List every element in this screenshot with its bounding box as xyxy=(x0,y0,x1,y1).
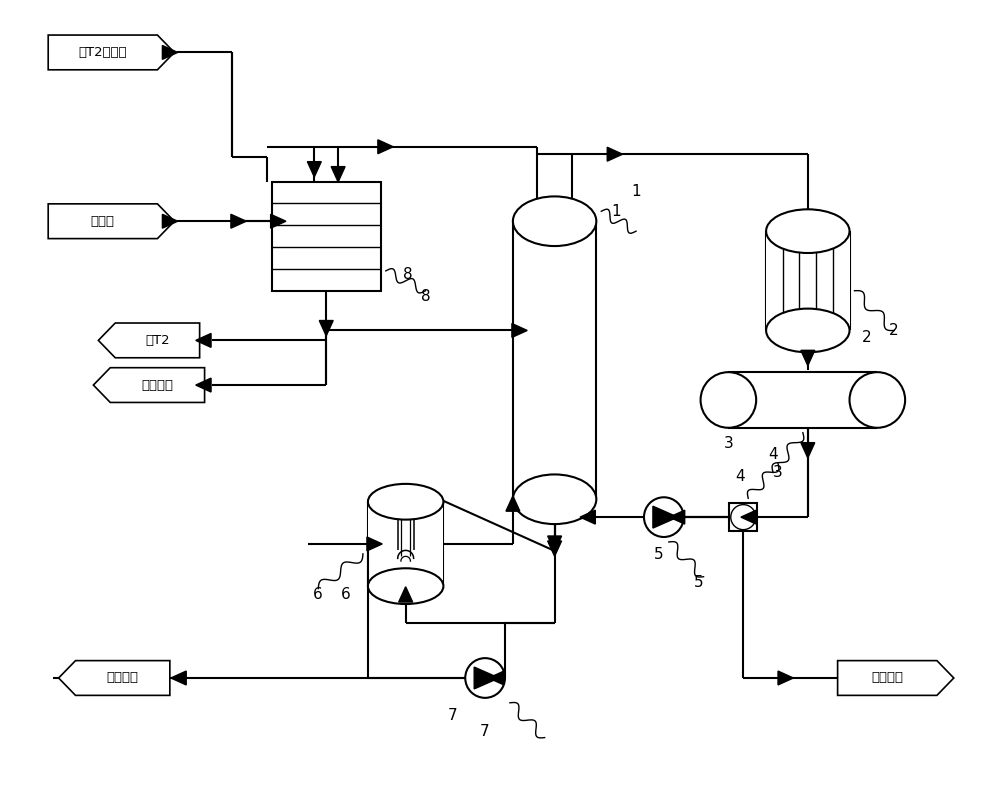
Ellipse shape xyxy=(766,309,850,352)
Polygon shape xyxy=(548,541,562,556)
Text: 去产品罐: 去产品罐 xyxy=(107,672,139,684)
Polygon shape xyxy=(607,147,623,161)
Text: 2: 2 xyxy=(861,330,871,345)
Polygon shape xyxy=(59,660,170,695)
Polygon shape xyxy=(196,333,211,348)
Ellipse shape xyxy=(368,483,443,520)
Polygon shape xyxy=(801,442,815,458)
Polygon shape xyxy=(489,671,504,685)
Ellipse shape xyxy=(368,568,443,604)
Text: 冷进料: 冷进料 xyxy=(91,215,115,228)
Polygon shape xyxy=(506,496,520,511)
Polygon shape xyxy=(741,510,756,524)
Circle shape xyxy=(465,658,505,698)
Polygon shape xyxy=(162,46,178,59)
Polygon shape xyxy=(778,671,793,685)
Polygon shape xyxy=(838,660,954,695)
Circle shape xyxy=(644,497,684,537)
Polygon shape xyxy=(171,671,186,685)
Text: 1: 1 xyxy=(611,204,621,219)
Polygon shape xyxy=(653,506,678,528)
Text: 5: 5 xyxy=(654,547,664,562)
Polygon shape xyxy=(98,323,200,358)
Text: 6: 6 xyxy=(313,586,323,601)
Text: 7: 7 xyxy=(447,708,457,723)
Bar xyxy=(368,502,443,586)
Ellipse shape xyxy=(850,372,905,427)
Bar xyxy=(272,182,381,291)
Text: 6: 6 xyxy=(341,586,351,601)
Polygon shape xyxy=(319,321,333,336)
Text: 去产品罐: 去产品罐 xyxy=(141,378,173,392)
Polygon shape xyxy=(378,140,393,154)
Text: 去产品罐: 去产品罐 xyxy=(871,672,903,684)
Bar xyxy=(513,221,596,499)
Text: 8: 8 xyxy=(421,288,430,303)
Bar xyxy=(766,231,850,330)
Polygon shape xyxy=(93,367,205,402)
Ellipse shape xyxy=(701,372,756,427)
Text: 3: 3 xyxy=(723,435,733,450)
Bar xyxy=(729,503,757,531)
Text: 4: 4 xyxy=(768,446,778,461)
Polygon shape xyxy=(548,536,562,551)
Polygon shape xyxy=(367,537,382,551)
Text: 自T2塔顶来: 自T2塔顶来 xyxy=(79,46,127,59)
Polygon shape xyxy=(331,167,345,182)
Polygon shape xyxy=(231,214,246,228)
Polygon shape xyxy=(801,350,815,366)
Polygon shape xyxy=(669,510,685,524)
Text: 2: 2 xyxy=(889,323,899,338)
Ellipse shape xyxy=(766,209,850,253)
Text: 4: 4 xyxy=(735,469,745,484)
Ellipse shape xyxy=(513,475,596,524)
Text: 8: 8 xyxy=(403,267,412,282)
Ellipse shape xyxy=(513,197,596,246)
Bar xyxy=(728,372,877,427)
Text: 1: 1 xyxy=(631,184,641,199)
Polygon shape xyxy=(162,214,178,228)
Circle shape xyxy=(731,505,756,529)
Polygon shape xyxy=(48,204,174,239)
Polygon shape xyxy=(580,510,595,524)
Text: 5: 5 xyxy=(694,574,703,589)
Text: 3: 3 xyxy=(773,465,783,480)
Polygon shape xyxy=(399,587,413,602)
Polygon shape xyxy=(474,667,499,689)
Polygon shape xyxy=(48,35,174,70)
Polygon shape xyxy=(512,324,527,337)
Polygon shape xyxy=(196,378,211,392)
Text: 去T2: 去T2 xyxy=(145,334,170,347)
Text: 7: 7 xyxy=(480,724,490,739)
Polygon shape xyxy=(271,214,286,228)
Polygon shape xyxy=(307,162,321,177)
